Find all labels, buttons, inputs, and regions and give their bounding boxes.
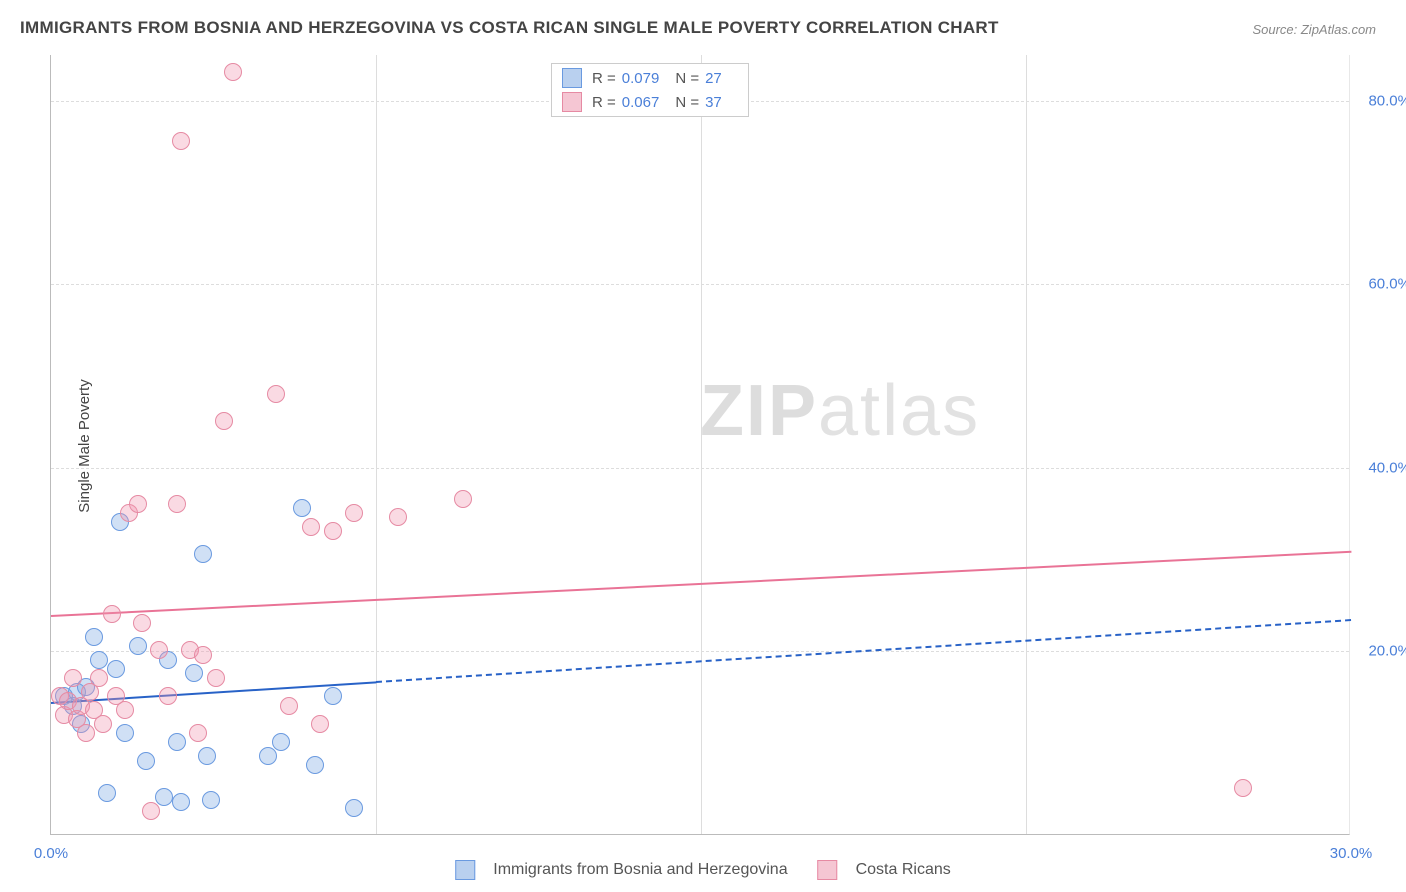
legend-r-value: 0.079 — [622, 70, 660, 87]
watermark-bold: ZIP — [700, 371, 818, 451]
legend-n-label: N = — [675, 94, 699, 111]
y-tick-label: 60.0% — [1368, 276, 1406, 293]
data-point — [202, 791, 220, 809]
data-point — [454, 490, 472, 508]
data-point — [259, 747, 277, 765]
gridline-vertical — [376, 55, 377, 834]
y-tick-label: 80.0% — [1368, 92, 1406, 109]
data-point — [85, 628, 103, 646]
data-point — [267, 385, 285, 403]
data-point — [116, 724, 134, 742]
legend-swatch — [562, 92, 582, 112]
data-point — [98, 784, 116, 802]
legend-swatch — [562, 68, 582, 88]
gridline-horizontal — [51, 284, 1349, 285]
x-tick-label: 30.0% — [1330, 845, 1373, 862]
data-point — [129, 637, 147, 655]
legend-stats-row: R = 0.067 N = 37 — [552, 90, 748, 114]
legend-stats-row: R = 0.079 N = 27 — [552, 66, 748, 90]
chart-title: IMMIGRANTS FROM BOSNIA AND HERZEGOVINA V… — [20, 18, 999, 38]
gridline-horizontal — [51, 651, 1349, 652]
legend-n-label: N = — [675, 70, 699, 87]
data-point — [90, 669, 108, 687]
data-point — [311, 715, 329, 733]
data-point — [155, 788, 173, 806]
legend-item: Costa Ricans — [818, 860, 951, 880]
legend-swatch — [455, 860, 475, 880]
legend-item: Immigrants from Bosnia and Herzegovina — [455, 860, 787, 880]
data-point — [107, 660, 125, 678]
data-point — [116, 701, 134, 719]
data-point — [172, 132, 190, 150]
data-point — [168, 495, 186, 513]
data-point — [94, 715, 112, 733]
data-point — [302, 518, 320, 536]
data-point — [1234, 779, 1252, 797]
data-point — [133, 614, 151, 632]
data-point — [64, 669, 82, 687]
data-point — [194, 545, 212, 563]
data-point — [142, 802, 160, 820]
legend-r-label: R = — [592, 94, 616, 111]
data-point — [272, 733, 290, 751]
data-point — [215, 412, 233, 430]
source-attribution: Source: ZipAtlas.com — [1252, 22, 1376, 37]
data-point — [172, 793, 190, 811]
data-point — [324, 687, 342, 705]
legend-stats: R = 0.079 N = 27 R = 0.067 N = 37 — [551, 63, 749, 117]
legend-series-name: Costa Ricans — [856, 861, 951, 879]
data-point — [306, 756, 324, 774]
data-point — [345, 799, 363, 817]
data-point — [293, 499, 311, 517]
legend-bottom: Immigrants from Bosnia and Herzegovina Co… — [455, 860, 951, 880]
data-point — [189, 724, 207, 742]
data-point — [159, 687, 177, 705]
watermark: ZIPatlas — [700, 370, 980, 452]
data-point — [207, 669, 225, 687]
gridline-vertical — [1026, 55, 1027, 834]
y-tick-label: 20.0% — [1368, 643, 1406, 660]
data-point — [90, 651, 108, 669]
data-point — [345, 504, 363, 522]
gridline-horizontal — [51, 468, 1349, 469]
data-point — [150, 641, 168, 659]
legend-n-value: 27 — [705, 70, 722, 87]
data-point — [137, 752, 155, 770]
y-tick-label: 40.0% — [1368, 459, 1406, 476]
legend-r-value: 0.067 — [622, 94, 660, 111]
watermark-thin: atlas — [818, 371, 980, 451]
data-point — [280, 697, 298, 715]
x-tick-label: 0.0% — [34, 845, 68, 862]
legend-r-label: R = — [592, 70, 616, 87]
data-point — [389, 508, 407, 526]
data-point — [168, 733, 186, 751]
data-point — [194, 646, 212, 664]
legend-n-value: 37 — [705, 94, 722, 111]
data-point — [198, 747, 216, 765]
data-point — [77, 724, 95, 742]
legend-swatch — [818, 860, 838, 880]
data-point — [129, 495, 147, 513]
data-point — [324, 522, 342, 540]
data-point — [224, 63, 242, 81]
data-point — [185, 664, 203, 682]
legend-series-name: Immigrants from Bosnia and Herzegovina — [493, 861, 787, 879]
data-point — [103, 605, 121, 623]
